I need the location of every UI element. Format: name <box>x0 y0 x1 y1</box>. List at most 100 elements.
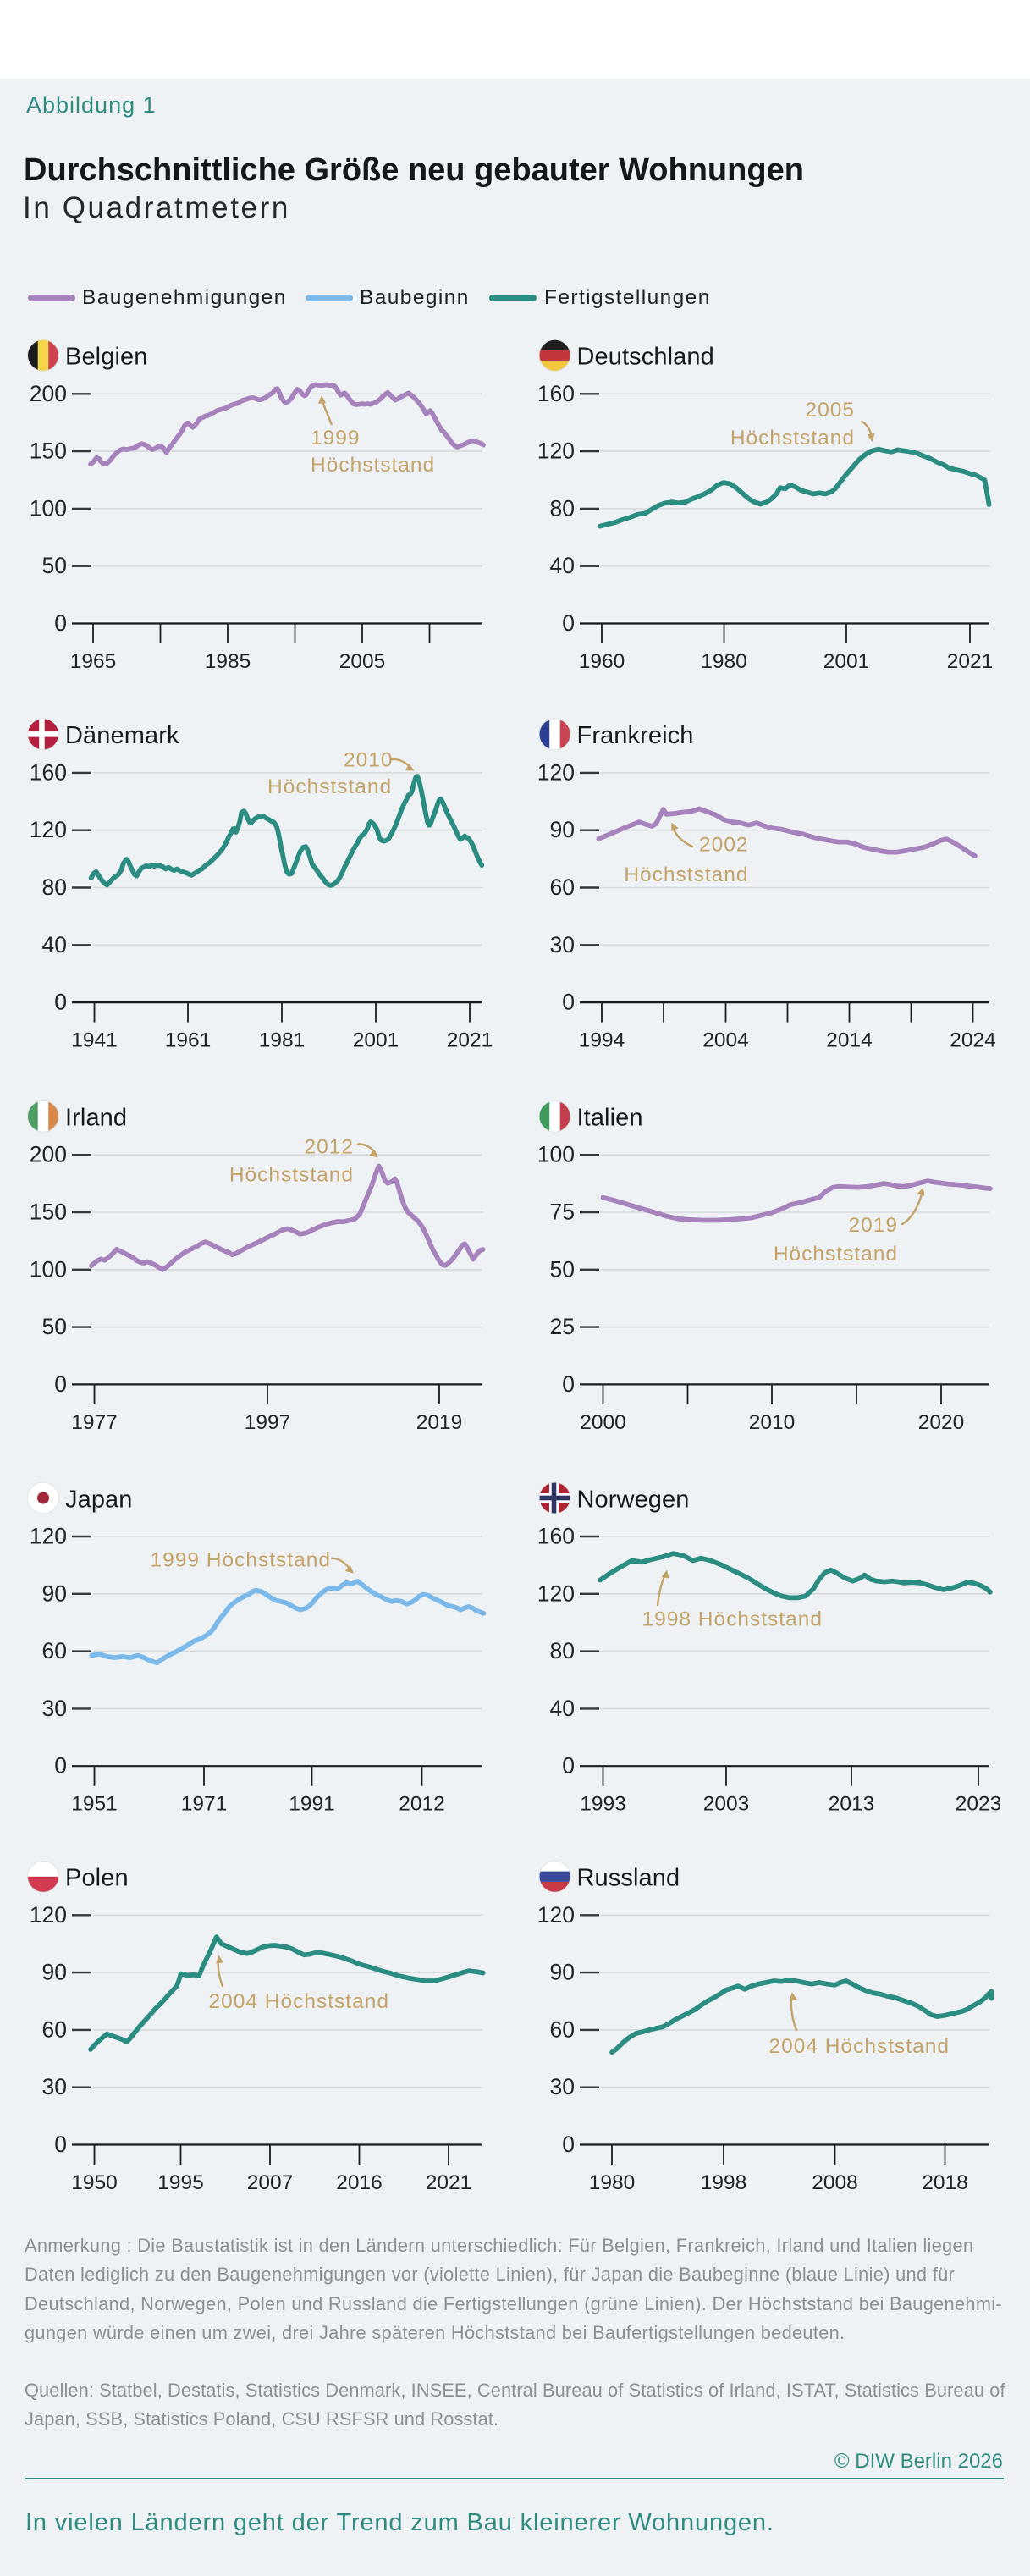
svg-text:40: 40 <box>550 553 575 578</box>
svg-text:2023: 2023 <box>956 1793 1002 1816</box>
svg-text:2018: 2018 <box>922 2171 968 2194</box>
svg-text:30: 30 <box>42 2074 67 2099</box>
svg-text:0: 0 <box>562 1371 575 1397</box>
svg-text:Norwegen: Norwegen <box>577 1486 690 1513</box>
svg-text:1999 Höchststand: 1999 Höchststand <box>151 1549 332 1572</box>
svg-text:120: 120 <box>30 817 67 842</box>
svg-text:2004 Höchststand: 2004 Höchststand <box>209 1990 390 2013</box>
svg-text:2004 Höchststand: 2004 Höchststand <box>769 2035 950 2058</box>
svg-text:1991: 1991 <box>289 1793 335 1816</box>
svg-text:Frankreich: Frankreich <box>577 722 694 749</box>
svg-text:2010: 2010 <box>344 749 394 772</box>
svg-text:100: 100 <box>537 1142 575 1167</box>
svg-text:1999: 1999 <box>311 427 361 450</box>
svg-text:150: 150 <box>30 1200 67 1225</box>
svg-text:0: 0 <box>562 990 575 1015</box>
svg-text:Höchststand: Höchststand <box>311 454 435 477</box>
svg-text:60: 60 <box>42 1638 67 1663</box>
svg-text:1995: 1995 <box>157 2171 204 2194</box>
svg-text:2005: 2005 <box>805 399 855 422</box>
svg-text:2004: 2004 <box>702 1029 749 1052</box>
svg-text:120: 120 <box>537 439 575 464</box>
svg-text:2002: 2002 <box>699 834 749 857</box>
svg-text:0: 0 <box>54 990 67 1015</box>
svg-text:80: 80 <box>550 495 575 521</box>
svg-text:Dänemark: Dänemark <box>65 722 179 749</box>
svg-text:2019: 2019 <box>416 1411 463 1434</box>
svg-text:160: 160 <box>537 381 575 406</box>
svg-text:1960: 1960 <box>579 650 625 673</box>
svg-text:0: 0 <box>562 1753 575 1779</box>
svg-text:100: 100 <box>30 1256 67 1282</box>
svg-text:100: 100 <box>30 495 67 521</box>
svg-text:Höchststand: Höchststand <box>774 1243 898 1266</box>
svg-text:2012: 2012 <box>399 1793 445 1816</box>
svg-text:0: 0 <box>54 1371 67 1397</box>
svg-text:1977: 1977 <box>71 1411 118 1434</box>
svg-text:Italien: Italien <box>577 1105 643 1132</box>
svg-text:2008: 2008 <box>812 2171 858 2194</box>
svg-text:1950: 1950 <box>71 2171 118 2194</box>
svg-text:1941: 1941 <box>71 1029 118 1052</box>
svg-text:1997: 1997 <box>245 1411 291 1434</box>
svg-text:2010: 2010 <box>749 1411 796 1434</box>
svg-text:60: 60 <box>42 2016 67 2042</box>
svg-text:Belgien: Belgien <box>65 344 147 371</box>
svg-text:1993: 1993 <box>580 1793 626 1816</box>
svg-text:200: 200 <box>30 1142 67 1167</box>
svg-text:200: 200 <box>30 381 67 406</box>
svg-text:90: 90 <box>550 1960 575 1985</box>
svg-text:1981: 1981 <box>259 1029 306 1052</box>
svg-text:80: 80 <box>550 1638 575 1663</box>
svg-text:1980: 1980 <box>589 2171 636 2194</box>
svg-text:160: 160 <box>30 759 67 785</box>
svg-text:2016: 2016 <box>336 2171 383 2194</box>
svg-text:2013: 2013 <box>829 1793 875 1816</box>
svg-text:2007: 2007 <box>247 2171 294 2194</box>
svg-text:2021: 2021 <box>447 1029 493 1052</box>
svg-text:60: 60 <box>550 2016 575 2042</box>
svg-text:90: 90 <box>550 817 575 842</box>
svg-text:Deutschland: Deutschland <box>577 344 714 371</box>
svg-text:30: 30 <box>550 932 575 957</box>
svg-text:Russland: Russland <box>577 1865 680 1892</box>
svg-text:0: 0 <box>54 2132 67 2157</box>
svg-text:1980: 1980 <box>701 650 747 673</box>
svg-text:75: 75 <box>550 1200 575 1225</box>
svg-text:Polen: Polen <box>65 1865 129 1892</box>
svg-text:2014: 2014 <box>826 1029 873 1052</box>
svg-text:1965: 1965 <box>70 650 117 673</box>
svg-text:Höchststand: Höchststand <box>730 427 855 450</box>
svg-text:Höchststand: Höchststand <box>267 775 392 798</box>
svg-text:2012: 2012 <box>304 1136 354 1159</box>
svg-text:25: 25 <box>550 1314 575 1339</box>
svg-text:120: 120 <box>537 759 575 785</box>
svg-text:Irland: Irland <box>65 1105 127 1132</box>
svg-text:Japan: Japan <box>65 1486 133 1513</box>
svg-text:0: 0 <box>54 1753 67 1779</box>
svg-text:2021: 2021 <box>426 2171 472 2194</box>
svg-text:1998 Höchststand: 1998 Höchststand <box>642 1608 823 1631</box>
svg-text:30: 30 <box>550 2074 575 2099</box>
svg-text:120: 120 <box>30 1902 67 1928</box>
svg-text:30: 30 <box>42 1696 67 1721</box>
svg-text:50: 50 <box>550 1256 575 1282</box>
svg-text:80: 80 <box>42 874 67 900</box>
svg-text:2021: 2021 <box>947 650 994 673</box>
svg-text:0: 0 <box>54 610 67 636</box>
svg-text:0: 0 <box>562 2132 575 2157</box>
svg-text:160: 160 <box>537 1524 575 1549</box>
svg-text:90: 90 <box>42 1580 67 1606</box>
svg-text:0: 0 <box>562 610 575 636</box>
svg-text:120: 120 <box>30 1524 67 1549</box>
svg-text:1994: 1994 <box>579 1029 625 1052</box>
svg-text:2000: 2000 <box>580 1411 626 1434</box>
svg-text:2019: 2019 <box>848 1214 898 1237</box>
svg-text:50: 50 <box>42 1314 67 1339</box>
svg-text:2001: 2001 <box>823 650 870 673</box>
svg-text:2024: 2024 <box>950 1029 996 1052</box>
svg-text:150: 150 <box>30 439 67 464</box>
svg-text:1961: 1961 <box>165 1029 212 1052</box>
svg-text:50: 50 <box>42 553 67 578</box>
svg-text:40: 40 <box>550 1696 575 1721</box>
